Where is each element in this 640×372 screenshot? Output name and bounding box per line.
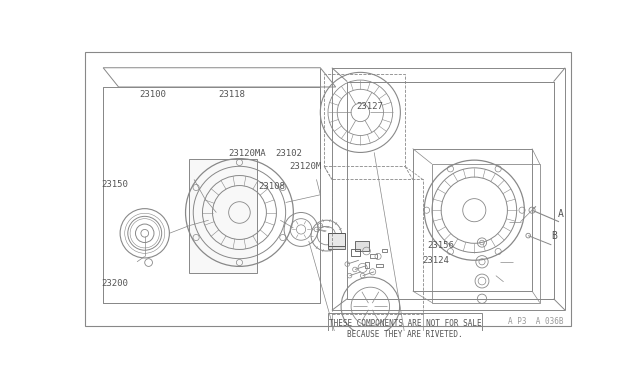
Text: 23124: 23124 [422, 256, 449, 265]
Text: 23102: 23102 [275, 149, 302, 158]
Text: 23127: 23127 [356, 102, 383, 111]
Bar [371, 254, 376, 258]
Text: 23156: 23156 [427, 241, 454, 250]
Bar [332, 179, 422, 314]
Bar [348, 81, 554, 299]
Bar [328, 312, 482, 345]
Bar [351, 249, 360, 256]
Text: 23100: 23100 [140, 90, 166, 99]
Bar [413, 148, 532, 291]
Bar [328, 246, 345, 250]
Text: 23150: 23150 [102, 180, 129, 189]
Text: B: B [552, 231, 557, 241]
Text: 23200: 23200 [102, 279, 129, 288]
Bar [432, 164, 540, 302]
Bar [365, 262, 369, 268]
Bar [328, 233, 345, 246]
Bar [376, 264, 383, 267]
Text: BECAUSE THEY ARE RIVETED.: BECAUSE THEY ARE RIVETED. [347, 330, 463, 339]
Text: 23108: 23108 [258, 182, 285, 191]
Bar [324, 74, 405, 166]
Text: THESE COMPONENTS ARE NOT FOR SALE: THESE COMPONENTS ARE NOT FOR SALE [329, 319, 481, 328]
Bar [103, 87, 320, 302]
Text: 23120M: 23120M [290, 162, 322, 171]
Bar [355, 241, 369, 251]
Text: A P3  A 036B: A P3 A 036B [508, 317, 564, 326]
Bar [382, 249, 387, 252]
Bar [189, 158, 257, 273]
Text: 23120MA: 23120MA [228, 149, 266, 158]
Text: 23118: 23118 [218, 90, 245, 99]
Text: A: A [557, 209, 563, 219]
